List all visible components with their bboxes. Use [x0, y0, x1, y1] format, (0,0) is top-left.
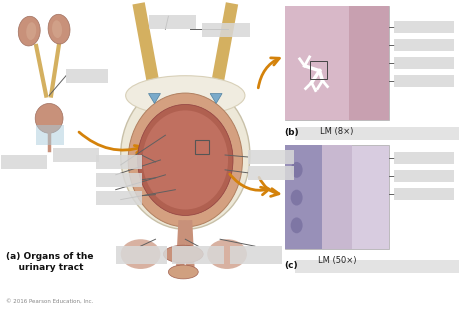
Ellipse shape: [48, 14, 70, 44]
Bar: [53, 148, 99, 162]
Ellipse shape: [291, 217, 302, 233]
Bar: [310, 61, 328, 79]
Text: (a) Organs of the
    urinary tract: (a) Organs of the urinary tract: [6, 252, 94, 272]
Ellipse shape: [18, 16, 40, 46]
Ellipse shape: [121, 239, 161, 269]
Ellipse shape: [164, 245, 203, 263]
Ellipse shape: [52, 20, 62, 38]
Polygon shape: [210, 94, 222, 104]
Text: (b): (b): [285, 128, 300, 137]
Ellipse shape: [207, 239, 247, 269]
Bar: [394, 21, 454, 33]
Bar: [195, 140, 209, 154]
Ellipse shape: [291, 162, 302, 178]
Bar: [285, 6, 389, 120]
Ellipse shape: [291, 190, 302, 206]
Text: © 2016 Pearson Education, Inc.: © 2016 Pearson Education, Inc.: [6, 299, 94, 304]
Bar: [285, 6, 353, 120]
Bar: [230, 246, 282, 264]
Ellipse shape: [35, 104, 63, 133]
Text: LM (50×): LM (50×): [318, 256, 356, 265]
Bar: [394, 39, 454, 51]
Bar: [66, 69, 108, 83]
Bar: [394, 170, 454, 182]
Ellipse shape: [126, 76, 245, 115]
Ellipse shape: [26, 22, 36, 40]
Bar: [285, 145, 389, 249]
Bar: [248, 150, 294, 164]
Bar: [1, 155, 47, 169]
Bar: [394, 75, 454, 86]
Ellipse shape: [137, 104, 233, 215]
Ellipse shape: [128, 93, 243, 227]
Bar: [295, 260, 459, 273]
Bar: [173, 246, 224, 264]
Text: LM (8×): LM (8×): [320, 127, 354, 136]
Ellipse shape: [168, 265, 198, 279]
Bar: [349, 6, 389, 120]
Text: (c): (c): [285, 261, 298, 270]
Polygon shape: [148, 94, 161, 104]
Bar: [248, 166, 294, 180]
Bar: [96, 155, 142, 169]
Bar: [202, 23, 250, 37]
Bar: [36, 125, 64, 145]
Bar: [148, 15, 196, 29]
Bar: [96, 173, 142, 187]
Ellipse shape: [143, 110, 228, 210]
Bar: [322, 145, 352, 249]
Bar: [394, 57, 454, 69]
Bar: [96, 191, 142, 205]
Bar: [116, 246, 167, 264]
Bar: [285, 145, 322, 249]
Bar: [295, 127, 459, 140]
Bar: [394, 152, 454, 164]
Bar: [394, 188, 454, 200]
Ellipse shape: [121, 81, 250, 229]
